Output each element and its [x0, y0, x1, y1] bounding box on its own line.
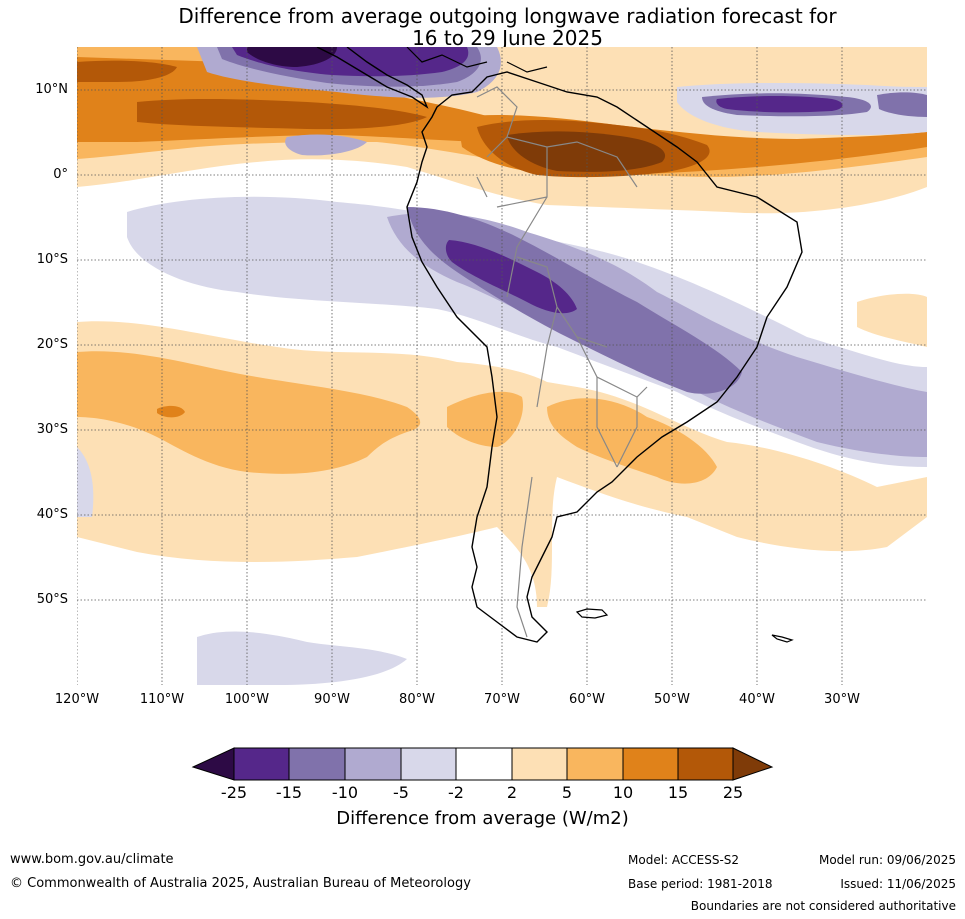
- colorbar-segment-7: [566, 747, 624, 781]
- warm-band-north-5: [77, 60, 177, 82]
- cool-strip-atlantic-3: [716, 96, 843, 113]
- model-name: Model: ACCESS-S2: [628, 853, 740, 867]
- lon-label-40w: 40°W: [739, 692, 775, 707]
- lat-label-50s: 50°S: [36, 592, 68, 607]
- base-period: Base period: 1981-2018: [628, 877, 773, 891]
- warm-patch-se: [857, 293, 927, 347]
- copyright-text: © Commonwealth of Australia 2025, Austra…: [10, 876, 471, 891]
- cool-patch-sw: [77, 447, 94, 517]
- cool-spot-pacific: [285, 134, 367, 156]
- lon-label-120w: 120°W: [54, 692, 100, 707]
- colorbar-tick-9: 15: [667, 783, 689, 802]
- lat-label-0: 0°: [53, 167, 68, 182]
- warm-band-south-4: [547, 398, 717, 484]
- colorbar-tick-2: -15: [275, 783, 303, 802]
- colorbar-segment-4: [400, 747, 457, 781]
- warm-spot-south: [157, 405, 185, 418]
- colorbar-extend-high: [732, 747, 774, 781]
- colorbar-segment-6: [511, 747, 568, 781]
- lon-label-100w: 100°W: [224, 692, 270, 707]
- anomaly-map: [77, 47, 927, 685]
- lon-label-50w: 50°W: [654, 692, 690, 707]
- warm-band-north-6: [137, 98, 427, 130]
- lon-label-90w: 90°W: [314, 692, 350, 707]
- colorbar-tick-7: 5: [561, 783, 573, 802]
- colorbar-tick-4: -5: [393, 783, 409, 802]
- lat-label-10n: 10°N: [35, 82, 68, 97]
- lat-label-20s: 20°S: [36, 337, 68, 352]
- colorbar-segment-9: [677, 747, 734, 781]
- colorbar-extend-low: [191, 747, 235, 781]
- cool-spot-atlantic: [877, 92, 927, 117]
- website-link[interactable]: www.bom.gov.au/climate: [10, 852, 174, 867]
- lat-label-40s: 40°S: [36, 507, 68, 522]
- map-title-line-1: Difference from average outgoing longwav…: [178, 4, 837, 28]
- coastline-caribbean: [406, 47, 548, 73]
- boundary-disclaimer: Boundaries are not considered authoritat…: [690, 899, 956, 913]
- colorbar-tick-3: -10: [331, 783, 359, 802]
- map-title-line-2: 16 to 29 June 2025: [412, 26, 603, 50]
- colorbar-segment-1: [233, 747, 290, 781]
- issued-date: Issued: 11/06/2025: [840, 877, 956, 891]
- colorbar-tick-1: -25: [220, 783, 248, 802]
- coastline-falklands: [575, 608, 609, 619]
- colorbar-tick-5: -2: [448, 783, 464, 802]
- grid-lines: [77, 47, 927, 685]
- coastline-central-america: [316, 47, 429, 109]
- coastline-south-georgia: [771, 634, 794, 643]
- coastline-south-america: [406, 71, 803, 643]
- warm-band-south-3: [447, 391, 523, 447]
- lat-label-10s: 10°S: [36, 252, 68, 267]
- colorbar-tick-8: 10: [612, 783, 634, 802]
- lon-label-80w: 80°W: [399, 692, 435, 707]
- warm-band-south-2: [77, 351, 421, 474]
- lon-label-110w: 110°W: [139, 692, 185, 707]
- lat-label-30s: 30°S: [36, 422, 68, 437]
- lon-label-30w: 30°W: [824, 692, 860, 707]
- colorbar-tick-6: 2: [506, 783, 518, 802]
- cool-strip-north-4: [247, 47, 337, 67]
- colorbar-segment-8: [622, 747, 679, 781]
- colorbar-title: Difference from average (W/m2): [336, 808, 629, 829]
- model-run-date: Model run: 09/06/2025: [818, 853, 956, 867]
- country-borders: [476, 86, 648, 638]
- lon-label-70w: 70°W: [484, 692, 520, 707]
- colorbar: [191, 747, 774, 781]
- cool-patch-south-1: [197, 631, 407, 685]
- colorbar-segment-2: [288, 747, 346, 781]
- lon-label-60w: 60°W: [569, 692, 605, 707]
- colorbar-segment-3: [344, 747, 402, 781]
- colorbar-tick-10: 25: [722, 783, 744, 802]
- colorbar-segment-5: [455, 747, 513, 781]
